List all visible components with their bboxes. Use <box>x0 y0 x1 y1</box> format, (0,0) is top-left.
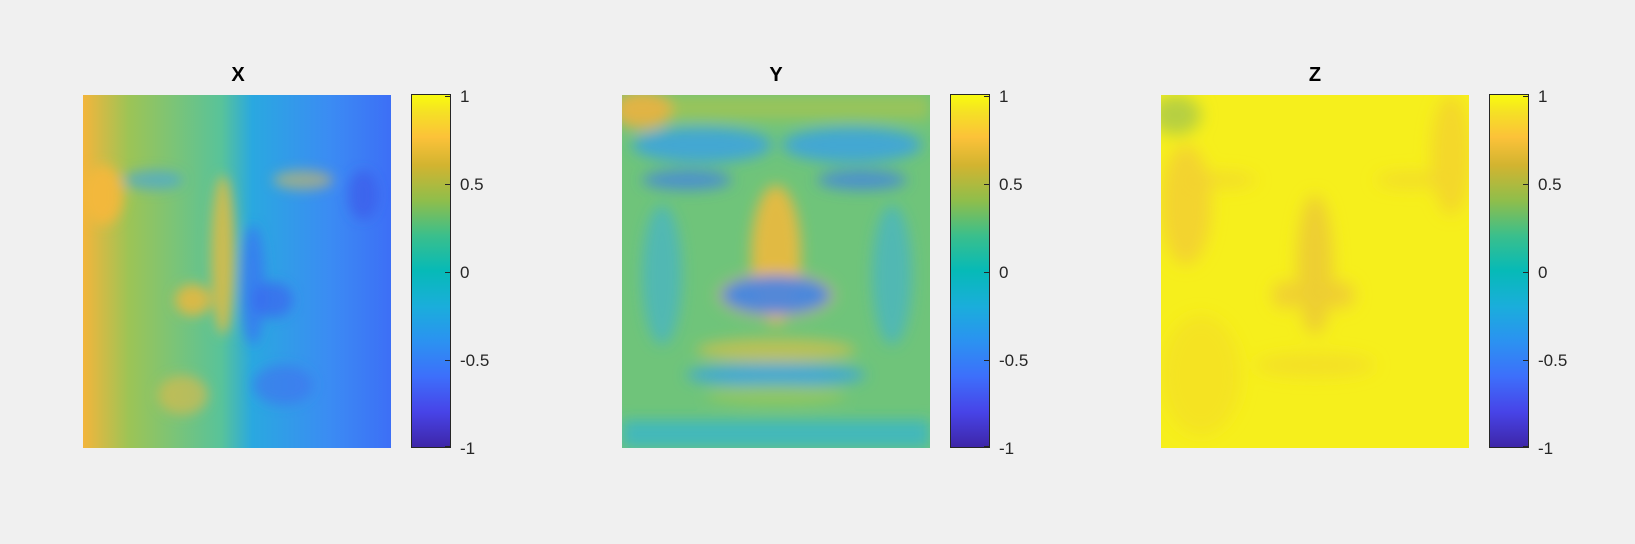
colorbar-x-label: 0.5 <box>460 175 484 194</box>
heatmap-x <box>83 95 391 448</box>
colorbar-z-label: 0.5 <box>1538 175 1562 194</box>
colorbar-z-label: 1 <box>1538 87 1548 106</box>
colorbar-y-label: -0.5 <box>999 351 1029 370</box>
colorbar-y-label: 0.5 <box>999 175 1023 194</box>
heatmap-z-image <box>1161 95 1469 448</box>
heatmap-z <box>1161 95 1469 448</box>
colorbar-y <box>950 94 990 448</box>
colorbar-y-label: -1 <box>999 439 1015 458</box>
colorbar-x-tick <box>445 184 451 185</box>
colorbar-y-label: 0 <box>999 263 1009 282</box>
colorbar-y-tick <box>984 184 990 185</box>
panel-title-x: X <box>231 64 245 86</box>
colorbar-z-tick <box>1523 184 1529 185</box>
colorbar-x-tick <box>445 360 451 361</box>
colorbar-x-label: -0.5 <box>460 351 490 370</box>
colorbar-z-tick <box>1523 96 1529 97</box>
colorbar-z-label: -0.5 <box>1538 351 1568 370</box>
colorbar-y-tick <box>984 360 990 361</box>
colorbar-z-label: 0 <box>1538 263 1548 282</box>
heatmap-y-image <box>622 95 930 448</box>
colorbar-z-label: -1 <box>1538 439 1554 458</box>
colorbar-z-tick <box>1523 360 1529 361</box>
heatmap-y <box>622 95 930 448</box>
colorbar-x-label: 0 <box>460 263 470 282</box>
colorbar-y-tick <box>984 446 990 447</box>
colorbar-y-tick <box>984 272 990 273</box>
colorbar-x-tick <box>445 272 451 273</box>
colorbar-x <box>411 94 451 448</box>
colorbar-z-tick <box>1523 272 1529 273</box>
colorbar-z <box>1489 94 1529 448</box>
colorbar-y-label: 1 <box>999 87 1009 106</box>
colorbar-x-label: -1 <box>460 439 476 458</box>
colorbar-x-label: 1 <box>460 87 470 106</box>
colorbar-z-tick <box>1523 446 1529 447</box>
panel-title-z: Z <box>1308 64 1322 86</box>
colorbar-x-tick <box>445 96 451 97</box>
colorbar-y-tick <box>984 96 990 97</box>
panel-title-y: Y <box>769 64 783 86</box>
colorbar-x-tick <box>445 446 451 447</box>
heatmap-x-image <box>83 95 391 448</box>
